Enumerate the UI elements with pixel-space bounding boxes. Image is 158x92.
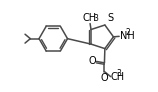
Text: NH: NH (120, 31, 134, 41)
Text: 2: 2 (126, 28, 131, 37)
Text: S: S (107, 13, 113, 23)
Text: CH: CH (111, 72, 125, 82)
Text: CH: CH (82, 13, 96, 23)
Text: O: O (88, 56, 96, 66)
Text: O: O (101, 73, 108, 83)
Text: 3: 3 (117, 69, 122, 78)
Text: 3: 3 (93, 14, 98, 23)
